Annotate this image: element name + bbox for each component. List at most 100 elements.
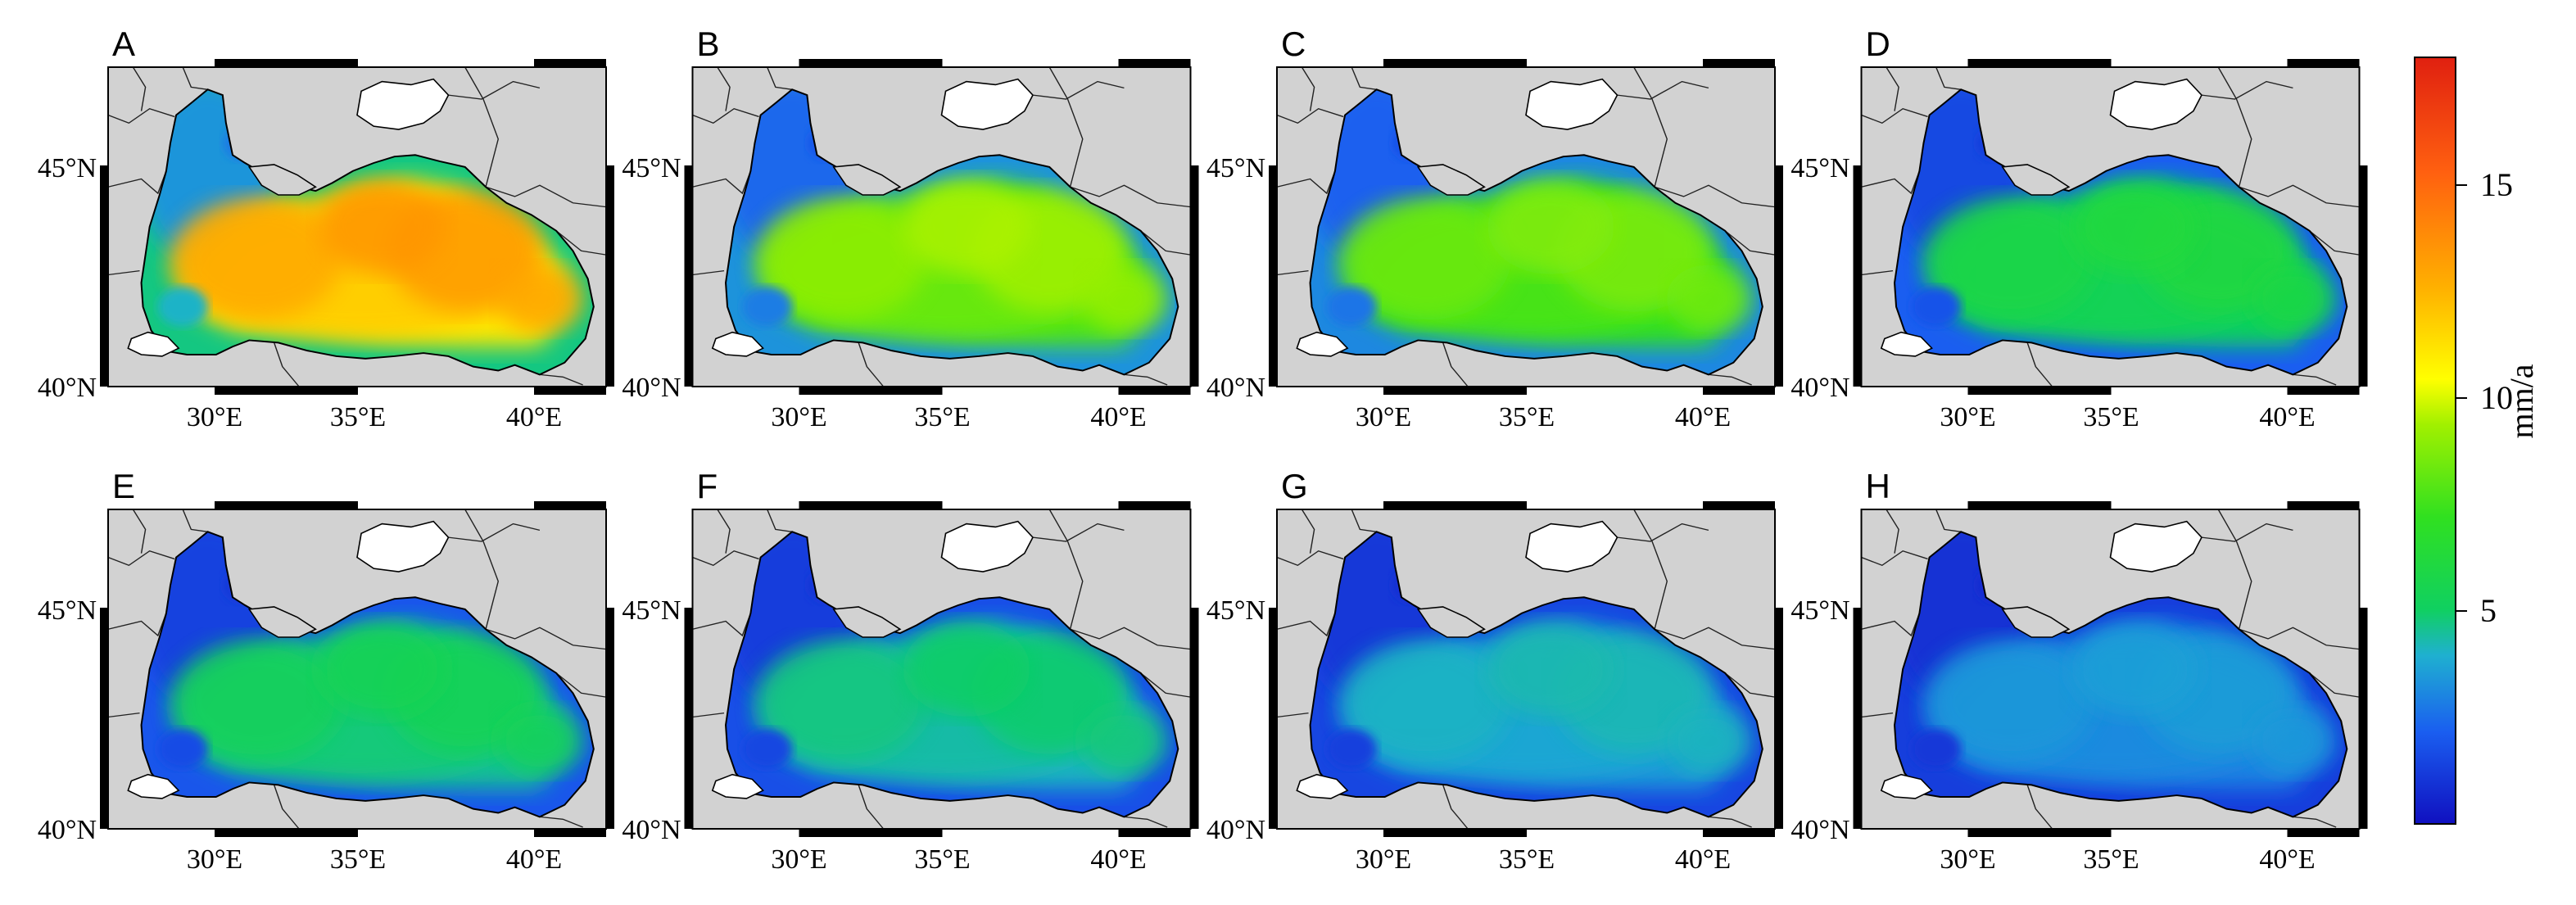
country-border (1276, 712, 1309, 718)
country-border (1617, 80, 1709, 100)
country-border (273, 785, 300, 830)
country-border (692, 269, 725, 276)
country-border (107, 712, 140, 718)
lat-tick-label: 40°N (38, 815, 97, 845)
lon-tick-label: 35°E (2083, 402, 2139, 432)
lat-tick-label: 45°N (38, 595, 97, 626)
coastline (1894, 88, 2348, 376)
coastline (140, 88, 595, 376)
sea-of-azov (1525, 78, 1618, 130)
lon-tick-label: 35°E (1499, 402, 1555, 432)
lon-tick-label: 40°E (1090, 844, 1146, 875)
country-border (1617, 523, 1709, 542)
country-border (1861, 269, 1894, 276)
sea-field (1895, 89, 2347, 375)
country-border (1442, 785, 1469, 830)
map-panel-h: H 45°N 40°N 30°E 35°E 40°E (1791, 467, 2368, 875)
country-border (1935, 509, 1962, 532)
country-border (692, 712, 725, 718)
country-border (1032, 80, 1125, 100)
country-border (464, 66, 500, 188)
country-border (2217, 509, 2252, 630)
lon-tick-label: 35°E (914, 844, 970, 875)
lat-tick-label: 40°N (38, 373, 97, 403)
country-border (1276, 269, 1309, 276)
sea-of-azov (940, 78, 1034, 130)
country-border (767, 509, 793, 532)
lon-tick-label: 30°E (1356, 844, 1411, 875)
map-panel-b: B 45°N 40°N 30°E 35°E 40°E (622, 25, 1199, 432)
country-border (555, 230, 607, 256)
country-border (1861, 712, 1894, 718)
country-border (107, 269, 140, 276)
lon-tick-label: 40°E (506, 402, 562, 432)
country-border (1935, 66, 1962, 90)
lat-tick-label: 45°N (1791, 153, 1849, 183)
country-border (1070, 627, 1191, 650)
map-panel-e: E 45°N 40°N 30°E 35°E 40°E (38, 467, 614, 875)
country-border (858, 785, 885, 830)
country-border (182, 66, 208, 90)
country-border (1276, 613, 1336, 637)
country-border (717, 509, 731, 554)
panel-label: D (1866, 25, 1890, 63)
panel-label: A (112, 25, 135, 63)
crimea-land (247, 164, 317, 196)
country-border (2293, 816, 2337, 828)
lon-tick-label: 30°E (187, 402, 242, 432)
lat-tick-label: 45°N (1207, 153, 1265, 183)
country-border (107, 107, 175, 124)
country-border (1654, 184, 1776, 208)
lon-tick-label: 35°E (330, 844, 386, 875)
country-border (1442, 342, 1469, 387)
sea-of-marmara (1296, 773, 1349, 799)
map-panel-c: C 45°N 40°N 30°E 35°E 40°E (1207, 25, 1783, 432)
panel-label: G (1281, 467, 1308, 505)
crimea-land (1416, 164, 1486, 196)
lat-tick-label: 40°N (622, 815, 681, 845)
country-border (2217, 66, 2252, 188)
lon-tick-label: 30°E (771, 844, 826, 875)
crimea-land (1416, 606, 1486, 638)
lat-tick-label: 40°N (1791, 373, 1849, 403)
coastline (1894, 531, 2348, 818)
sea-field (141, 89, 594, 375)
map-panel-f: F 45°N 40°N 30°E 35°E 40°E (622, 467, 1199, 875)
country-border (692, 613, 752, 637)
country-border (1124, 816, 1168, 828)
sea-field (726, 89, 1179, 375)
country-border (182, 509, 208, 532)
country-border (448, 523, 541, 542)
colorbar-tick-label: 10 (2480, 379, 2513, 416)
crimea-land (247, 606, 317, 638)
sea-of-marmara (127, 773, 180, 799)
country-border (448, 80, 541, 100)
sea-of-azov (2109, 78, 2203, 130)
country-border (1633, 66, 1668, 188)
lon-tick-label: 35°E (914, 402, 970, 432)
country-border (1276, 170, 1336, 195)
map-panel-d: D 45°N 40°N 30°E 35°E 40°E (1791, 25, 2368, 432)
country-border (1276, 550, 1344, 567)
country-border (555, 672, 607, 698)
country-border (1301, 66, 1315, 111)
crimea-land (832, 164, 902, 196)
lat-tick-label: 45°N (622, 595, 681, 626)
country-border (485, 627, 607, 650)
country-border (717, 66, 731, 111)
sea-field (1895, 532, 2347, 817)
country-border (273, 342, 300, 387)
sea-of-marmara (1880, 331, 1933, 357)
lat-tick-label: 40°N (1791, 815, 1849, 845)
country-border (107, 170, 167, 195)
country-border (2309, 230, 2360, 256)
lon-tick-label: 35°E (2083, 844, 2139, 875)
sea-of-marmara (711, 773, 764, 799)
country-border (1048, 509, 1084, 630)
country-border (692, 170, 752, 195)
lon-tick-label: 40°E (1675, 402, 1731, 432)
country-border (107, 613, 167, 637)
country-border (1861, 613, 1921, 637)
lon-tick-label: 35°E (1499, 844, 1555, 875)
